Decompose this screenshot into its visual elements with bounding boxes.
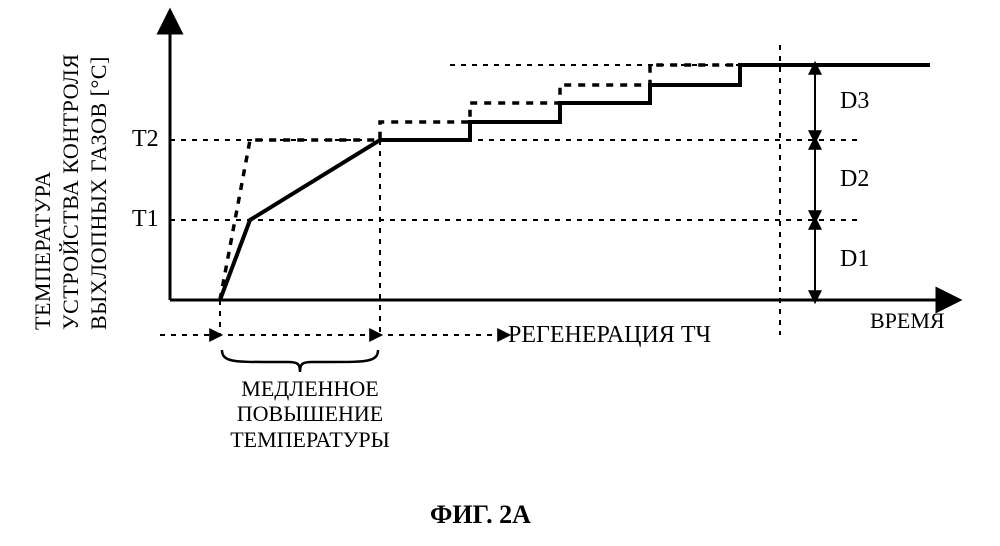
tick-t2: T2	[132, 126, 159, 153]
chart-svg	[0, 0, 1000, 546]
figure-caption: ФИГ. 2A	[430, 500, 531, 530]
y-axis-label-line-1: ТЕМПЕРАТУРА	[30, 171, 56, 330]
label-d2: D2	[840, 166, 869, 193]
regen-label: РЕГЕНЕРАЦИЯ ТЧ	[508, 322, 711, 349]
label-d3: D3	[840, 88, 869, 115]
slow-rise-label: МЕДЛЕННОЕ ПОВЫШЕНИЕ ТЕМПЕРАТУРЫ	[200, 376, 420, 452]
guides	[170, 45, 860, 335]
tick-t1: T1	[132, 206, 159, 233]
curve-dashed	[220, 65, 930, 300]
label-d1: D1	[840, 246, 869, 273]
y-axis-label-line-2: УСТРОЙСТВА КОНТРОЛЯ	[58, 54, 84, 331]
y-axis-label-line-3: ВЫХЛОПНЫХ ГАЗОВ [°C]	[86, 56, 112, 330]
y-axis-label: ТЕМПЕРАТУРА УСТРОЙСТВА КОНТРОЛЯ ВЫХЛОПНЫ…	[8, 30, 30, 330]
slow-rise-line-2: ПОВЫШЕНИЕ	[200, 401, 420, 426]
curve-solid	[220, 65, 930, 300]
brace-slow-rise	[222, 350, 378, 372]
slow-rise-line-1: МЕДЛЕННОЕ	[200, 376, 420, 401]
x-axis-label: ВРЕМЯ	[870, 308, 945, 334]
slow-rise-line-3: ТЕМПЕРАТУРЫ	[200, 427, 420, 452]
axes	[170, 30, 940, 300]
